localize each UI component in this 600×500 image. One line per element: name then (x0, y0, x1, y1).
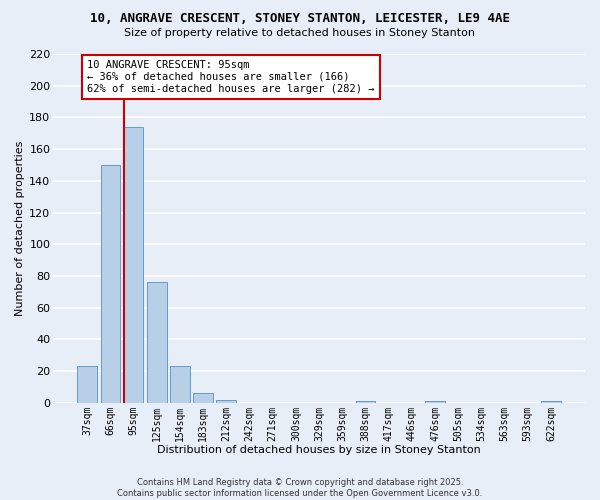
Text: 10 ANGRAVE CRESCENT: 95sqm
← 36% of detached houses are smaller (166)
62% of sem: 10 ANGRAVE CRESCENT: 95sqm ← 36% of deta… (87, 60, 375, 94)
Bar (101, 165, 120, 403)
Text: Contains HM Land Registry data © Crown copyright and database right 2025.
Contai: Contains HM Land Registry data © Crown c… (118, 478, 482, 498)
Bar (217, 400, 236, 403)
Y-axis label: Number of detached properties: Number of detached properties (15, 140, 25, 316)
Text: Size of property relative to detached houses in Stoney Stanton: Size of property relative to detached ho… (125, 28, 476, 38)
Bar (170, 366, 190, 403)
Bar (124, 127, 143, 403)
Bar (193, 394, 213, 403)
Text: 10, ANGRAVE CRESCENT, STONEY STANTON, LEICESTER, LE9 4AE: 10, ANGRAVE CRESCENT, STONEY STANTON, LE… (90, 12, 510, 26)
Bar (356, 401, 376, 403)
Bar (425, 401, 445, 403)
Bar (77, 366, 97, 403)
Bar (147, 282, 167, 403)
Bar (541, 401, 561, 403)
X-axis label: Distribution of detached houses by size in Stoney Stanton: Distribution of detached houses by size … (157, 445, 481, 455)
